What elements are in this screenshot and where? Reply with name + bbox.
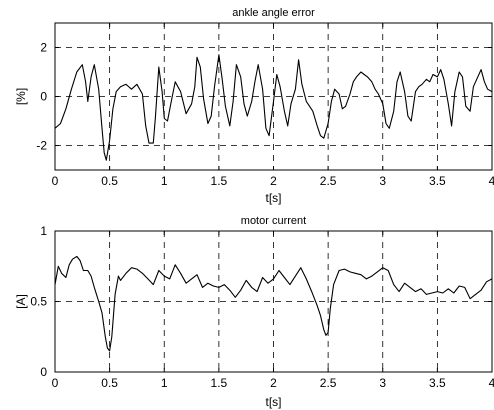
y-axis-label: [%]: [14, 88, 28, 105]
x-tick-label: 2.5: [320, 376, 337, 390]
y-tick-label: 2: [40, 41, 47, 55]
x-tick-label: 4: [489, 376, 494, 390]
grid-lines: [55, 231, 492, 372]
x-tick-label: 3.5: [429, 174, 446, 188]
axis-ticks: 0 0.5 1 1.5 2 2.5 3 3.5 4 0 0.5 1: [30, 224, 494, 390]
grid-lines: [55, 23, 492, 170]
y-tick-label: -2: [36, 139, 47, 153]
series-line: [54, 255, 493, 352]
y-axis-label: [A]: [14, 294, 28, 309]
chart-title: motor current: [241, 215, 306, 227]
x-tick-label: 3: [379, 174, 386, 188]
y-tick-label: 0.5: [30, 295, 47, 309]
x-tick-label: 0.5: [101, 376, 118, 390]
x-tick-label: 0: [52, 376, 59, 390]
series-line: [54, 54, 493, 161]
axis-ticks: 0 0.5 1 1.5 2 2.5 3 3.5 4 -2 0 2: [36, 23, 494, 188]
y-tick-label: 1: [40, 224, 47, 238]
ankle-angle-error-chart: ankle angle error 0 0.5 1 1.5 2 2.5 3 3.5 4-202 …: [14, 7, 494, 205]
y-tick-label: 0: [40, 365, 47, 379]
x-tick-label: 1: [161, 174, 168, 188]
x-tick-label: 3.5: [429, 376, 446, 390]
x-tick-label: 1: [161, 376, 168, 390]
x-axis-label: t[s]: [265, 191, 281, 205]
x-tick-label: 2.5: [320, 174, 337, 188]
x-tick-label: 2: [270, 174, 277, 188]
x-tick-label: 1.5: [211, 174, 228, 188]
x-tick-label: 1.5: [211, 376, 228, 390]
x-tick-label: 0.5: [101, 174, 118, 188]
x-tick-label: 2: [270, 376, 277, 390]
x-tick-label: 4: [489, 174, 494, 188]
y-tick-label: 0: [40, 90, 47, 104]
chart-title: ankle angle error: [232, 7, 315, 19]
x-axis-label: t[s]: [265, 395, 281, 409]
x-tick-label: 3: [379, 376, 386, 390]
motor-current-chart: motor current 0 0.5 1 1.5 2 2.5 3 3.5 4 0 0.5 1 t[s…: [14, 215, 494, 409]
x-tick-label: 0: [52, 174, 59, 188]
